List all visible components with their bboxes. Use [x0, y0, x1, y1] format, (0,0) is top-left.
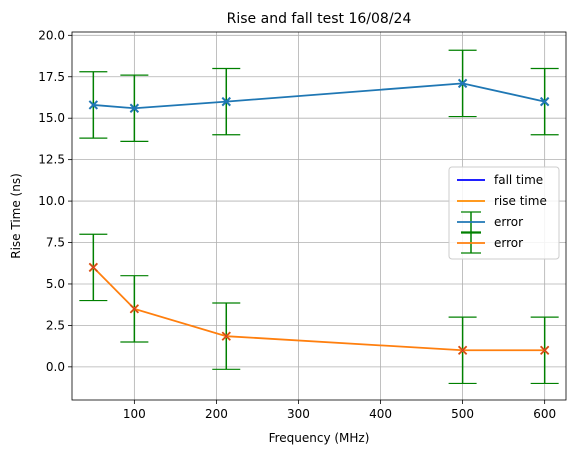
- chart-title: Rise and fall test 16/08/24: [227, 11, 412, 27]
- x-tick-label: 100: [123, 407, 146, 421]
- data-point: [129, 103, 140, 113]
- marker-overlay: [221, 331, 231, 341]
- data-point: [88, 100, 99, 110]
- legend-label: rise time: [494, 194, 547, 208]
- y-axis-label: Rise Time (ns): [9, 173, 23, 259]
- y-tick-label: 12.5: [38, 153, 65, 167]
- series-line-1: [92, 266, 545, 352]
- legend-label: error: [494, 236, 523, 250]
- y-tick-label: 17.5: [38, 70, 65, 84]
- data-point: [88, 262, 99, 273]
- data-point: [539, 96, 550, 107]
- legend-item: error: [457, 211, 523, 233]
- series-line-0: [93, 82, 545, 110]
- marker-stroke: [539, 96, 550, 107]
- marker-stroke: [221, 96, 231, 107]
- legend-item: error: [457, 232, 523, 254]
- marker-overlay: [458, 345, 467, 355]
- legend-label: error: [494, 215, 523, 229]
- y-tick-label: 5.0: [46, 277, 65, 291]
- x-tick-label: 300: [287, 407, 310, 421]
- axis-ticks: 100 200 300 400 500 600 0.0 2.5 5.0 7.5 10.0 12.5 15…: [38, 28, 556, 421]
- x-tick-label: 500: [451, 407, 474, 421]
- y-tick-label: 2.5: [46, 318, 65, 332]
- marker-overlay: [540, 345, 550, 355]
- marker-stroke: [457, 78, 468, 89]
- marker-overlay: [88, 263, 98, 272]
- x-tick-label: 400: [369, 407, 392, 421]
- y-tick-label: 7.5: [46, 236, 65, 250]
- data-point: [457, 345, 468, 355]
- data-point: [221, 331, 231, 341]
- marker-stroke: [88, 100, 99, 110]
- y-tick-label: 0.0: [46, 360, 65, 374]
- y-tick-label: 15.0: [38, 111, 65, 125]
- data-point: [129, 304, 140, 314]
- data-point: [221, 96, 231, 107]
- legend: fall time rise time error error: [448, 166, 560, 260]
- series-lines: [88, 78, 550, 355]
- x-tick-label: 200: [205, 407, 228, 421]
- y-tick-label: 10.0: [38, 194, 65, 208]
- legend-item: rise time: [457, 194, 547, 208]
- data-point: [539, 345, 550, 355]
- legend-item: fall time: [457, 173, 543, 187]
- x-tick-label: 600: [533, 407, 556, 421]
- x-axis-label: Frequency (MHz): [269, 431, 370, 445]
- y-tick-label: 20.0: [38, 28, 65, 42]
- marker-overlay: [130, 304, 139, 314]
- marker-stroke: [129, 103, 140, 113]
- plot-frame: [71, 31, 567, 401]
- legend-box: [448, 166, 560, 260]
- legend-label: fall time: [494, 173, 543, 187]
- data-point: [457, 78, 468, 89]
